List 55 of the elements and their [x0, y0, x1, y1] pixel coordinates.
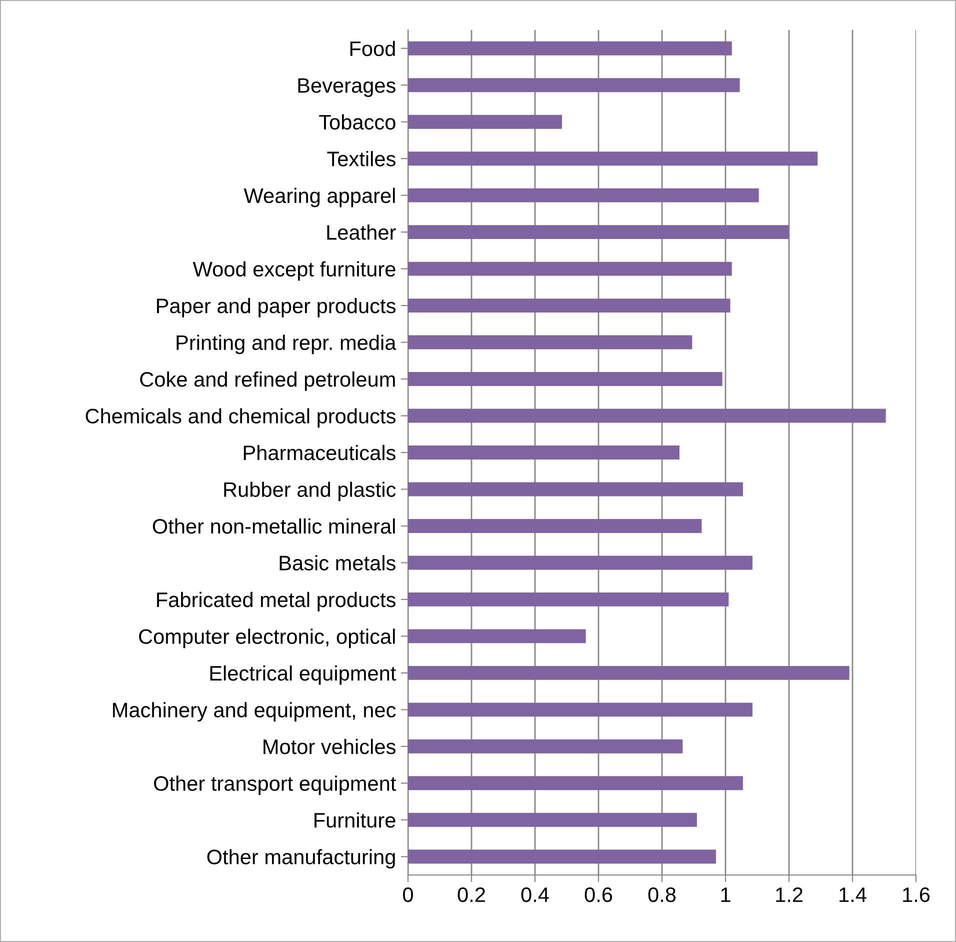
- y-tick-label: Basic metals: [280, 555, 396, 570]
- bar: [408, 556, 752, 570]
- bar: [408, 114, 562, 129]
- y-tick-label: Textiles: [327, 151, 396, 166]
- x-tick-label: 1.6: [903, 887, 930, 902]
- y-tick-label: Pharmaceuticals: [244, 444, 396, 460]
- y-tick-label: Furniture: [314, 812, 396, 828]
- bar: [408, 812, 697, 827]
- y-tick-label: Printing and repr. media: [176, 334, 396, 354]
- x-tick-label: 0.8: [648, 887, 676, 902]
- y-tick-label: Machinery and equipment, nec: [113, 702, 396, 722]
- bar: [408, 152, 818, 166]
- y-tick-label: Motor vehicles: [264, 738, 396, 754]
- y-tick-label: Wearing apparel: [244, 188, 395, 208]
- bar: [408, 225, 789, 240]
- y-tick-label: Other transport equipment: [154, 776, 396, 796]
- bar: [408, 629, 586, 644]
- y-tick-label: Other non-metallic mineral: [152, 518, 395, 534]
- bar: [408, 335, 692, 350]
- y-tick-label: Food: [350, 40, 395, 56]
- x-tick-label: 1.4: [840, 888, 866, 902]
- y-tick-label: Tobacco: [319, 114, 396, 130]
- y-tick-label: Coke and refined petroleum: [140, 371, 395, 391]
- bar: [408, 850, 716, 864]
- x-tick-label: 0.2: [458, 887, 485, 902]
- x-tick-label: 1: [721, 888, 730, 902]
- bar: [408, 702, 752, 717]
- bar: [408, 482, 743, 496]
- x-tick-label: 0: [403, 887, 413, 902]
- bar: [408, 776, 743, 790]
- y-tick-label: Leather: [327, 224, 396, 240]
- x-tick-label: 0.4: [521, 887, 549, 902]
- bar: [408, 41, 732, 56]
- bar: [408, 519, 702, 533]
- y-tick-label: Chemicals and chemical products: [86, 408, 396, 428]
- y-tick-label: Computer electronic, optical: [139, 628, 395, 648]
- y-tick-label: Paper and paper products: [157, 298, 396, 318]
- y-tick-label: Rubber and plastic: [224, 482, 396, 502]
- bar: [408, 372, 722, 386]
- x-tick-label: 1.2: [776, 887, 802, 902]
- bar: [408, 78, 740, 92]
- y-tick-label: Wood except furniture: [192, 261, 396, 281]
- bar: [408, 446, 680, 460]
- y-tick-label: Other manufacturing: [207, 849, 395, 868]
- bar: [408, 408, 886, 423]
- y-tick-label: Fabricated metal products: [157, 592, 396, 612]
- bar: [408, 188, 759, 202]
- bar: [408, 666, 850, 680]
- y-tick-label: Beverages: [298, 78, 396, 97]
- y-tick-label: Electrical equipment: [210, 665, 396, 685]
- bar: [408, 262, 732, 276]
- x-tick-label: 0.6: [584, 887, 612, 902]
- bar: [408, 298, 730, 313]
- bar: [408, 739, 683, 754]
- bar: [408, 592, 729, 606]
